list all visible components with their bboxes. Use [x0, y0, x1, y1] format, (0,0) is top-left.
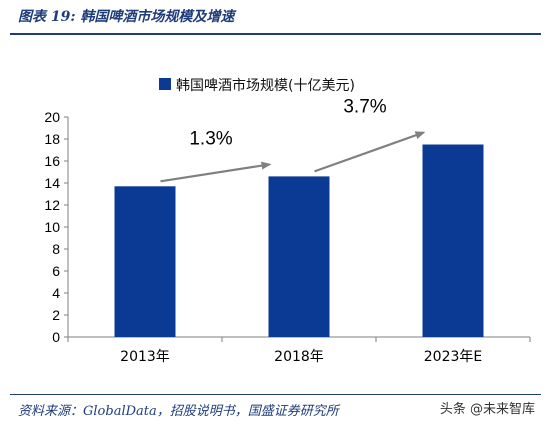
- y-tick-label: 10: [44, 219, 60, 235]
- y-tick-label: 0: [52, 329, 60, 345]
- x-axis: 2013年 2018年 2023年E: [67, 336, 531, 365]
- figure-title: 图表 19: 韩国啤酒市场规模及增速: [18, 9, 235, 25]
- watermark: 头条 @未来智库: [439, 402, 535, 417]
- bar: [268, 176, 330, 337]
- legend-swatch: [159, 78, 171, 90]
- y-tick-label: 18: [44, 131, 60, 147]
- title-rule: [10, 33, 541, 35]
- y-tick-label: 6: [52, 263, 60, 279]
- y-tick-label: 20: [44, 109, 60, 125]
- legend-label: 韩国啤酒市场规模(十亿美元): [176, 77, 355, 94]
- bars: [114, 144, 484, 337]
- y-tick-label: 12: [44, 197, 60, 213]
- y-tick-label: 16: [44, 153, 60, 169]
- footer-rule: [10, 394, 541, 395]
- y-tick-label: 4: [52, 285, 60, 301]
- legend: 韩国啤酒市场规模(十亿美元): [159, 77, 355, 94]
- x-tick-label: 2023年E: [424, 349, 482, 365]
- y-tick-label: 2: [52, 307, 60, 323]
- x-tick-label: 2018年: [274, 349, 324, 365]
- growth-arrow: [160, 161, 272, 183]
- growth-label: 1.3%: [189, 128, 232, 149]
- growth-annotations: 1.3% 3.7%: [160, 97, 426, 183]
- bar: [422, 144, 484, 337]
- growth-label: 3.7%: [343, 97, 386, 118]
- y-tick-label: 8: [52, 241, 60, 257]
- growth-arrow: [314, 131, 426, 173]
- y-tick-label: 14: [44, 175, 60, 191]
- y-axis: 0 2 4 6 8 10 12 14 16 18 20: [44, 109, 69, 345]
- source-note: 资料来源：GlobalData，招股说明书，国盛证券研究所: [18, 404, 339, 419]
- x-tick-label: 2013年: [120, 349, 170, 365]
- bar: [114, 186, 176, 337]
